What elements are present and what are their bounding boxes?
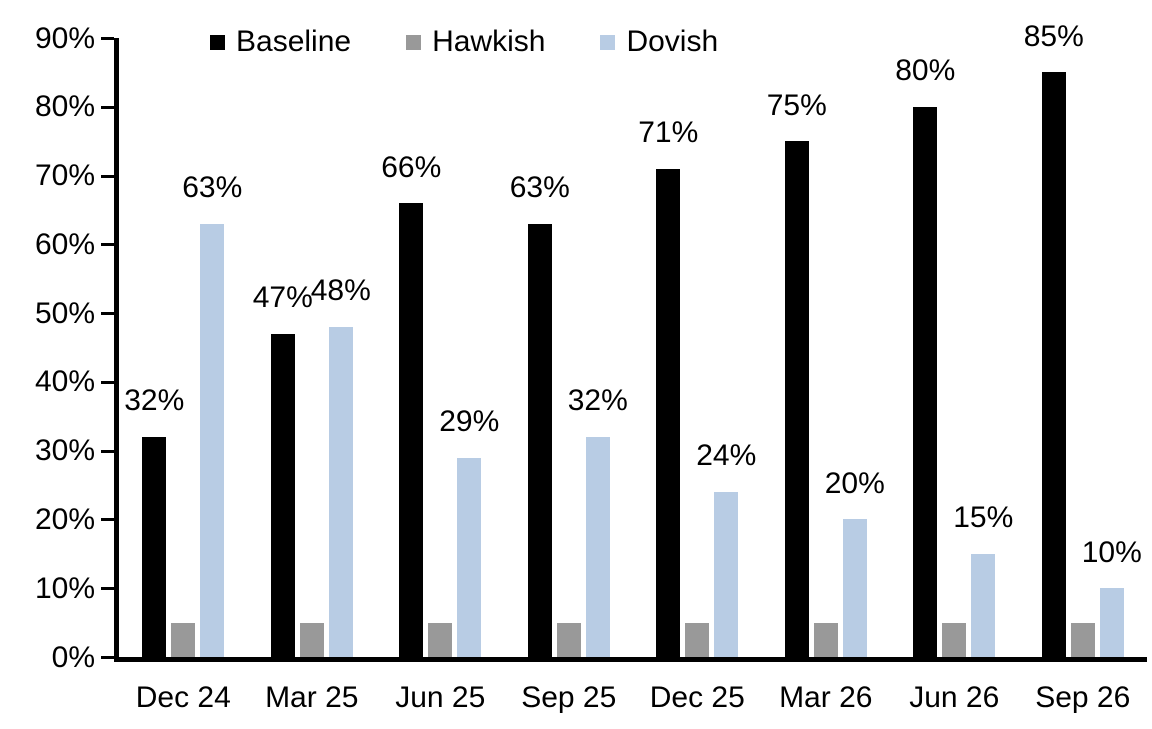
x-axis-label: Jun 26: [909, 681, 1000, 714]
y-axis-tick-label: 40%: [34, 365, 95, 399]
y-axis-tick-mark: [101, 37, 114, 40]
bar-value-label: 48%: [310, 274, 371, 308]
x-axis-label: Mar 25: [265, 681, 359, 714]
bar-baseline: 66%: [381, 151, 441, 657]
y-axis-tick-label: 60%: [34, 227, 95, 261]
plot-area: 32% 63% 47% 48% 66% 29% 63% 32% 71% 24% 75% 20% 80% 1…: [119, 20, 1148, 657]
y-axis-tick-mark: [101, 312, 114, 316]
category-group-dec-25: 71% 24%: [633, 38, 762, 657]
y-axis-tick-mark: [101, 449, 114, 453]
bar-value-label: 75%: [766, 88, 827, 122]
bar-baseline: 85%: [1024, 20, 1084, 657]
category-group-sep-26: 85% 10%: [1019, 20, 1148, 657]
bar-dovish: 20%: [825, 467, 885, 657]
bar-value-label: 66%: [381, 150, 442, 184]
legend-item-hawkish: Hawkish: [406, 25, 545, 60]
legend-item-dovish: Dovish: [600, 25, 718, 60]
x-axis-label: Mar 26: [779, 681, 873, 714]
bar-dovish: 29%: [439, 405, 499, 657]
bar-value-label: 32%: [124, 384, 185, 418]
legend-label-baseline: Baseline: [236, 25, 352, 58]
bar-hawkish: [428, 622, 453, 657]
bar-baseline: 75%: [767, 89, 827, 657]
bar-hawkish: [299, 622, 324, 657]
bar-value-label: 10%: [1081, 535, 1142, 569]
y-axis-tick-label: 30%: [34, 434, 95, 468]
category-group-sep-25: 63% 32%: [505, 38, 634, 657]
bar-value-label: 32%: [567, 384, 628, 418]
x-axis-label: Sep 25: [521, 681, 617, 714]
x-axis-line: [114, 657, 1147, 662]
y-axis-tick-label: 20%: [34, 502, 95, 536]
legend-swatch-hawkish-icon: [406, 34, 422, 50]
y-axis-tick-mark: [101, 380, 114, 384]
y-axis-tick-label: 10%: [34, 571, 95, 605]
y-axis-tick-mark: [101, 587, 114, 591]
bar-value-label: 85%: [1023, 19, 1084, 53]
bar-dovish: 24%: [696, 439, 756, 657]
bar-value-label: 20%: [824, 466, 885, 500]
bar-dovish: 48%: [311, 274, 371, 657]
bar-value-label: 63%: [182, 171, 243, 205]
bar-value-label: 80%: [895, 54, 956, 88]
bar-dovish: 32%: [568, 384, 628, 657]
bar-hawkish: [942, 622, 967, 657]
bar-hawkish: [813, 622, 838, 657]
bar-baseline: 71%: [638, 116, 698, 657]
y-axis-tick-mark: [101, 656, 114, 659]
category-group-jun-25: 66% 29%: [376, 38, 505, 657]
y-axis-tick-label: 50%: [34, 296, 95, 330]
legend: Baseline Hawkish Dovish: [210, 25, 718, 60]
x-axis-label: Sep 26: [1035, 681, 1131, 714]
y-axis-line: [114, 38, 119, 662]
bar-hawkish: [1070, 622, 1095, 657]
bar-value-label: 47%: [252, 281, 313, 315]
bar-hawkish: [685, 622, 710, 657]
legend-item-baseline: Baseline: [210, 25, 351, 60]
bar-baseline: 63%: [510, 171, 570, 657]
category-group-jun-26: 80% 15%: [890, 38, 1019, 657]
bar-value-label: 15%: [953, 501, 1014, 535]
x-axis-label: Jun 25: [395, 681, 486, 714]
y-axis-tick-label: 80%: [34, 90, 95, 124]
category-group-mar-26: 75% 20%: [762, 38, 891, 657]
x-axis-labels: Dec 24 Mar 25 Jun 25 Sep 25 Dec 25 Mar 26 Jun …: [119, 680, 1147, 715]
category-group-mar-25: 47% 48%: [248, 38, 377, 657]
y-axis-tick-label: 90%: [34, 21, 95, 55]
legend-swatch-baseline-icon: [210, 34, 225, 50]
y-axis-tick-mark: [101, 174, 114, 178]
legend-label-hawkish: Hawkish: [432, 25, 546, 58]
bar-hawkish: [171, 622, 196, 657]
bar-value-label: 71%: [638, 116, 699, 150]
legend-label-dovish: Dovish: [626, 25, 719, 58]
bar-baseline: 32%: [124, 384, 184, 657]
bar-value-label: 29%: [439, 405, 500, 439]
bar-value-label: 63%: [509, 171, 570, 205]
y-axis-tick-mark: [101, 518, 114, 522]
x-axis-label: Dec 25: [649, 681, 745, 714]
bar-dovish: 63%: [182, 171, 242, 657]
bar-baseline: 80%: [895, 54, 955, 657]
bar-baseline: 47%: [253, 281, 313, 657]
y-axis-tick-mark: [101, 105, 114, 109]
bar-dovish: 15%: [953, 501, 1013, 657]
bar-dovish: 10%: [1082, 536, 1142, 657]
y-axis-tick-label: 70%: [34, 159, 95, 193]
x-axis-label: Dec 24: [135, 681, 231, 714]
bar-value-label: 24%: [696, 439, 757, 473]
legend-swatch-dovish-icon: [600, 34, 616, 50]
category-group-dec-24: 32% 63%: [119, 38, 248, 657]
y-axis-tick-label: 0%: [51, 640, 95, 674]
y-axis-tick-mark: [101, 243, 114, 247]
bar-hawkish: [556, 622, 581, 657]
